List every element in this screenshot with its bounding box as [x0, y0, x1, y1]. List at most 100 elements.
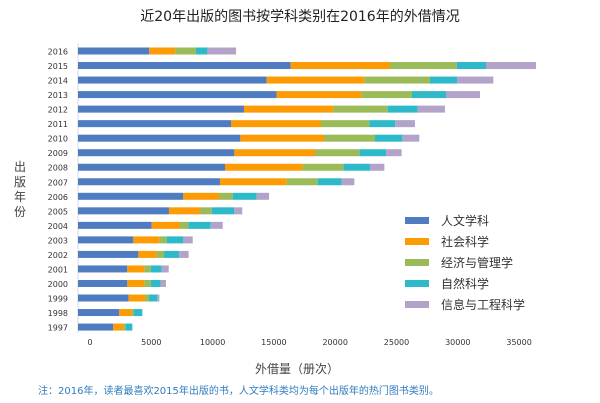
bar-segment: [125, 323, 133, 331]
y-tick-label: 2000: [48, 280, 68, 289]
bar-segment: [161, 265, 169, 273]
bar-segment: [156, 250, 165, 258]
bar-segment: [219, 178, 287, 186]
bar-segment: [359, 149, 387, 157]
legend-swatch: [405, 238, 429, 245]
bar-segment: [390, 62, 457, 70]
y-tick-label: 2016: [48, 48, 68, 57]
bar-segment: [175, 47, 196, 55]
bar-segment: [119, 309, 132, 317]
bar-segment: [150, 265, 162, 273]
footnote: 注：2016年，读者最喜欢2015年出版的书，人文学科类均为每个出版年的热门图书…: [38, 386, 439, 397]
bar-segment: [387, 105, 418, 113]
x-tick-label: 15000: [261, 338, 286, 347]
bar-segment: [219, 192, 233, 200]
legend-label: 信息与工程科学: [441, 298, 526, 312]
legend-item: 社会科学: [405, 231, 525, 252]
chart-title: 近20年出版的图书按学科类别在2016年的外借情况: [140, 9, 460, 25]
y-tick-label: 2009: [48, 149, 68, 158]
x-axis-title: 外借量（册次）: [255, 362, 340, 376]
bar-segment: [131, 309, 135, 317]
bar-segment: [78, 120, 231, 128]
y-tick-label: 2007: [48, 178, 68, 187]
bar-segment: [232, 192, 257, 200]
x-tick-label: 30000: [445, 338, 470, 347]
bar-segment: [395, 120, 415, 128]
x-tick-label: 0: [87, 338, 92, 347]
bar-segment: [231, 120, 321, 128]
legend-label: 社会科学: [441, 235, 490, 249]
bar-segment: [211, 207, 234, 215]
y-tick-label: 2001: [48, 265, 68, 274]
legend-label: 人文学科: [441, 214, 490, 228]
y-tick-label: 2006: [48, 193, 68, 202]
bar-segment: [78, 207, 169, 215]
bar-segment: [429, 76, 458, 84]
bar-segment: [78, 265, 128, 273]
y-tick-label: 1997: [48, 324, 68, 333]
bar-segment: [157, 294, 160, 302]
legend-label: 自然科学: [441, 277, 490, 291]
bar-segment: [290, 62, 390, 70]
bar-segment: [113, 323, 124, 331]
bar-segment: [78, 250, 139, 258]
x-tick-label: 20000: [322, 338, 347, 347]
bar-segment: [144, 294, 150, 302]
bar-segment: [243, 105, 334, 113]
y-tick-label: 2004: [48, 222, 68, 231]
bar-segment: [210, 221, 223, 229]
bar-segment: [78, 279, 128, 287]
legend-item: 人文学科: [405, 210, 525, 231]
bar-segment: [78, 47, 150, 55]
bar-segment: [127, 265, 145, 273]
bar-segment: [134, 309, 143, 317]
bar-segment: [411, 91, 447, 99]
bar-segment: [149, 47, 176, 55]
bar-segment: [78, 76, 267, 84]
bar-segment: [144, 279, 151, 287]
bar-segment: [78, 294, 129, 302]
bar-segment: [183, 236, 193, 244]
bar-segment: [78, 105, 244, 113]
bar-segment: [159, 236, 167, 244]
bar-segment: [78, 62, 291, 70]
legend-item: 经济与管理学: [405, 252, 525, 273]
bar-segment: [369, 163, 385, 171]
bar-segment: [78, 236, 134, 244]
legend-swatch: [405, 217, 429, 224]
legend-swatch: [405, 259, 429, 266]
bar-segment: [78, 323, 114, 331]
bar-segment: [200, 207, 212, 215]
bar-segment: [78, 309, 120, 317]
bar-segment: [179, 250, 189, 258]
bar-segment: [333, 105, 388, 113]
x-tick-label: 5000: [141, 338, 161, 347]
bar-segment: [207, 47, 237, 55]
bar-segment: [240, 134, 324, 142]
bar-segment: [256, 192, 270, 200]
bar-segment: [150, 279, 161, 287]
bar-segment: [133, 236, 160, 244]
y-tick-label: 2005: [48, 207, 68, 216]
bar-segment: [123, 323, 126, 331]
legend-item: 自然科学: [405, 273, 525, 294]
bar-segment: [78, 192, 184, 200]
bar-segment: [417, 105, 445, 113]
bar-segment: [361, 91, 412, 99]
bar-segment: [78, 149, 235, 157]
y-tick-label: 1999: [48, 295, 68, 304]
bar-segment: [317, 178, 342, 186]
bar-segment: [166, 236, 184, 244]
bar-segment: [188, 221, 211, 229]
bar-segment: [234, 207, 243, 215]
bar-segment: [183, 192, 219, 200]
bar-segment: [234, 149, 315, 157]
bar-segment: [128, 294, 145, 302]
bar-segment: [78, 221, 152, 229]
bar-segment: [456, 62, 486, 70]
bar-segment: [321, 120, 370, 128]
bar-segment: [315, 149, 360, 157]
bar-segment: [149, 294, 158, 302]
y-tick-label: 1998: [48, 309, 68, 318]
